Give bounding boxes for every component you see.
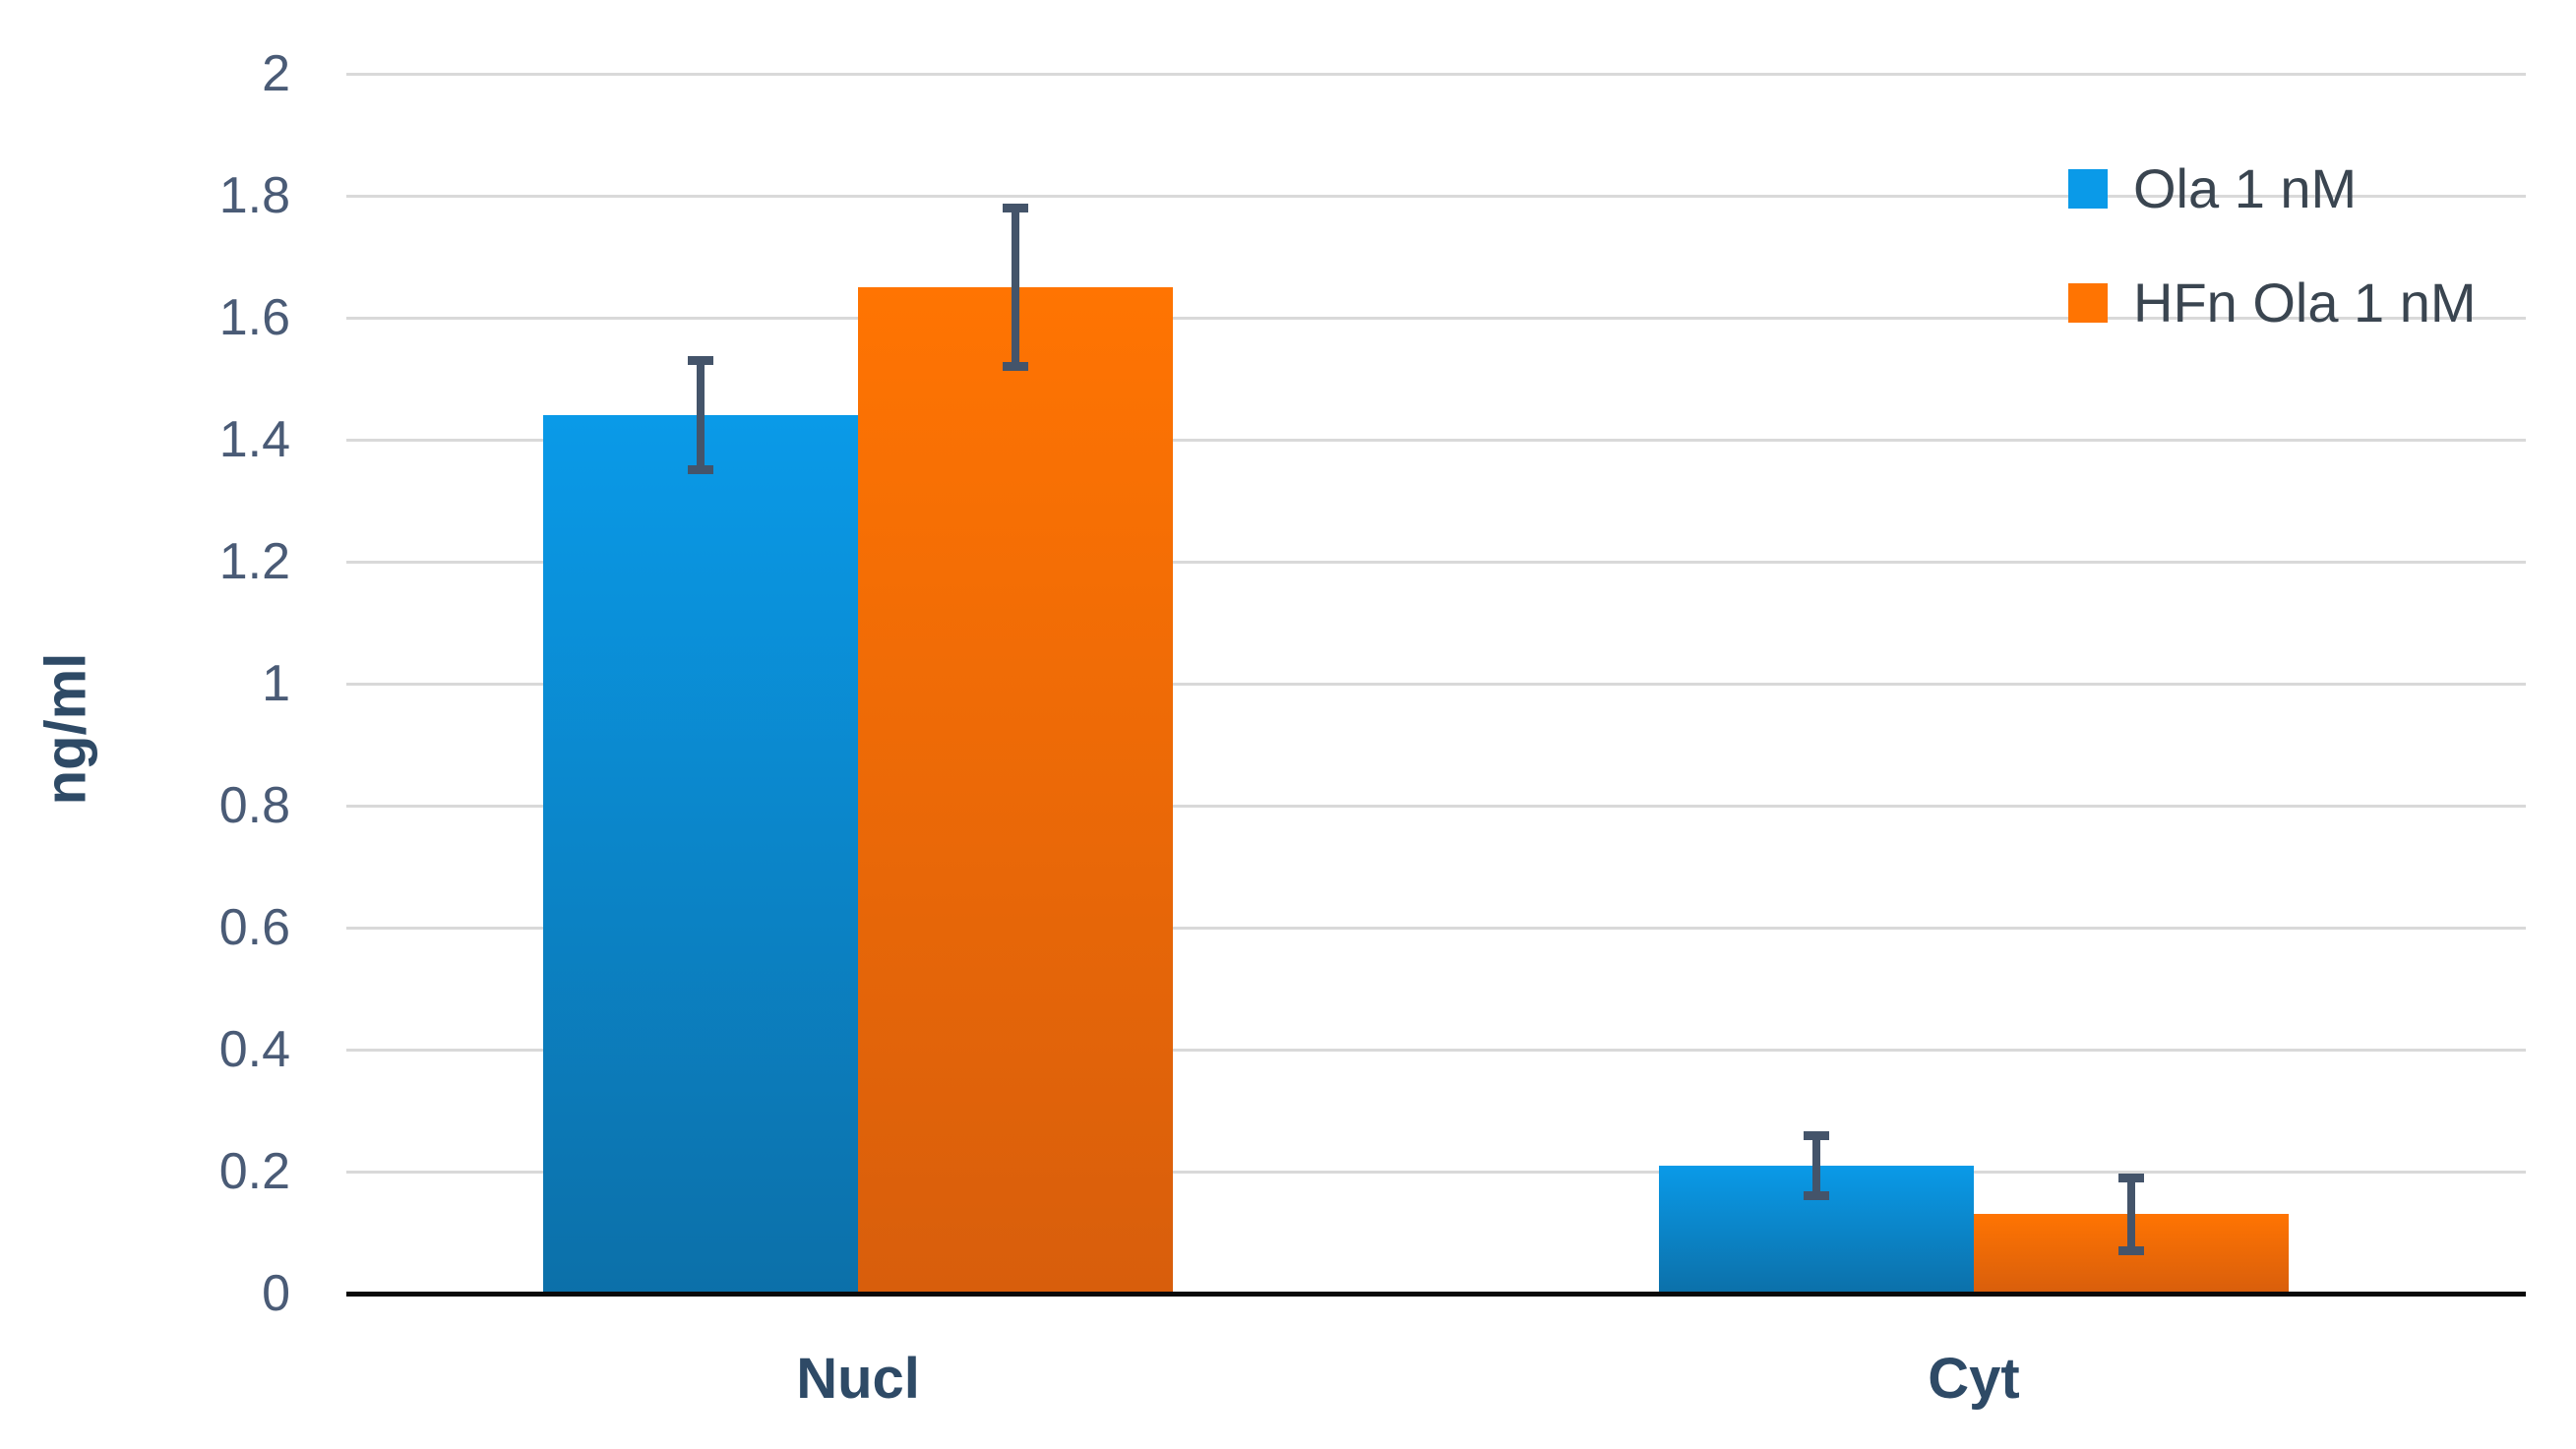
gridline [346,1049,2526,1052]
y-tick-label: 1.2 [218,533,290,590]
gridline [346,927,2526,930]
legend: Ola 1 nM HFn Ola 1 nM [2068,161,2477,390]
error-bar-hfn-ola-1-nm-cyt [2126,1177,2135,1251]
error-bar-ola-1-nm-cyt-top-cap [1803,1130,1829,1140]
gridline [346,317,2526,320]
y-tick-label: 0 [262,1265,290,1322]
legend-label: Ola 1 nM [2133,157,2358,219]
category-label-nucl: Nucl [796,1347,920,1411]
error-bar-ola-1-nm-nucl-top-cap [688,356,714,366]
y-tick-label: 1.8 [218,167,290,224]
error-bar-ola-1-nm-cyt [1811,1134,1820,1196]
gridline [346,1171,2526,1174]
y-tick-label: 1 [262,655,290,712]
y-tick-label: 1.4 [218,411,290,468]
legend-swatch-icon [2068,283,2108,323]
legend-item-ola-1-nm: Ola 1 nM [2068,161,2477,216]
y-tick-label: 0.8 [218,777,290,834]
y-tick-label: 1.6 [218,289,290,346]
gridline [346,805,2526,808]
error-bar-ola-1-nm-cyt-bottom-cap [1803,1190,1829,1200]
gridline [346,683,2526,686]
bar-hfn-ola-1-nm-nucl [858,287,1174,1294]
error-bar-hfn-ola-1-nm-nucl-top-cap [1003,204,1029,213]
x-axis-line [346,1292,2526,1297]
legend-label: HFn Ola 1 nM [2133,272,2477,333]
gridline [346,439,2526,442]
y-tick-label: 0.4 [218,1021,290,1078]
gridline [346,561,2526,564]
error-bar-hfn-ola-1-nm-nucl-bottom-cap [1003,361,1029,371]
gridline [346,195,2526,198]
error-bar-hfn-ola-1-nm-nucl [1012,208,1020,367]
y-tick-label: 0.6 [218,899,290,956]
error-bar-hfn-ola-1-nm-cyt-bottom-cap [2117,1245,2144,1255]
legend-swatch-icon [2068,169,2108,209]
error-bar-hfn-ola-1-nm-cyt-top-cap [2117,1174,2144,1183]
error-bar-ola-1-nm-nucl [697,360,705,470]
legend-item-hfn-ola-1-nm: HFn Ola 1 nM [2068,275,2477,331]
gridline [346,73,2526,76]
y-tick-label: 2 [262,45,290,102]
y-tick-label: 0.2 [218,1143,290,1200]
error-bar-ola-1-nm-nucl-bottom-cap [688,465,714,474]
category-label-cyt: Cyt [1928,1347,2020,1411]
y-axis-title: ng/ml [33,652,98,806]
bar-ola-1-nm-nucl [543,415,859,1294]
